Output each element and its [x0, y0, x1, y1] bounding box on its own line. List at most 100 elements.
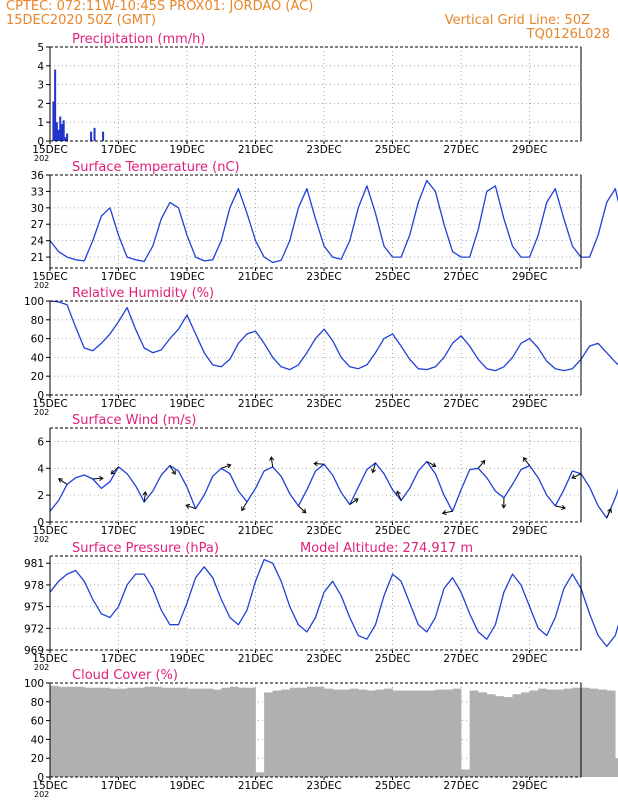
precip-bar	[57, 129, 60, 141]
wind-arrow	[501, 497, 507, 509]
x-tick-label: 19DEC	[169, 653, 204, 665]
cloud-bar	[281, 689, 291, 777]
x-tick-label: 25DEC	[375, 525, 410, 537]
y-tick-label: 20	[31, 371, 44, 383]
cloud-bar	[435, 689, 445, 777]
pres-panel: 969 972 975 978 981 15DEC 17DEC 19DEC 21DEC 23DEC…	[24, 541, 618, 672]
cloud-bar	[538, 688, 548, 777]
y-tick-label: 40	[31, 734, 44, 746]
cloud-bar	[555, 689, 565, 777]
precip-bar	[90, 131, 93, 141]
header-line3-right: TQ0126L028	[526, 27, 610, 42]
precip-bar	[52, 101, 55, 141]
x-tick-label: 25DEC	[375, 271, 410, 283]
x-tick-label: 17DEC	[101, 144, 136, 156]
y-tick-label: 80	[31, 315, 44, 327]
y-tick-label: 1	[37, 117, 44, 129]
y-tick-label: 972	[24, 623, 44, 635]
precip-bar	[54, 69, 57, 141]
cloud-bar	[75, 686, 85, 777]
x-year-label: 202	[34, 408, 49, 417]
cloud-bar	[127, 687, 136, 777]
rh-series-line	[49, 300, 618, 372]
cloud-panel: 0 20 40 60 80 100 15DEC 17DEC 19DEC 21DEC 23DEC 25D…	[24, 668, 618, 799]
x-tick-label: 27DEC	[443, 525, 478, 537]
wind-arrow	[58, 478, 68, 485]
x-tick-label: 17DEC	[101, 525, 136, 537]
x-tick-label: 15DEC	[32, 653, 67, 665]
x-tick-label: 27DEC	[443, 144, 478, 156]
x-tick-label: 27DEC	[443, 653, 478, 665]
x-tick-label: 15DEC	[32, 144, 67, 156]
x-tick-label: 23DEC	[306, 525, 341, 537]
y-tick-label: 0	[37, 772, 44, 784]
wind-arrow	[313, 461, 325, 467]
cloud-bar	[264, 692, 273, 777]
x-tick-label: 27DEC	[443, 398, 478, 410]
x-year-label: 202	[34, 281, 49, 290]
cloud-bar	[101, 687, 111, 777]
cloud-bar	[255, 772, 265, 777]
y-tick-label: 30	[31, 203, 44, 215]
x-tick-label: 19DEC	[169, 271, 204, 283]
x-tick-label: 25DEC	[375, 398, 410, 410]
cloud-bar	[581, 687, 590, 777]
cloud-bar	[298, 687, 308, 777]
wind-arrow	[92, 475, 104, 481]
precip-bar	[93, 127, 96, 141]
wind-arrow	[477, 459, 486, 469]
cloud-bar	[109, 688, 119, 777]
cloud-bar	[324, 688, 333, 777]
cloud-bar	[315, 686, 325, 777]
cloud-bar	[358, 689, 368, 777]
y-tick-label: 24	[31, 236, 45, 248]
wind-arrow	[221, 463, 232, 469]
cloud-bar	[409, 690, 419, 777]
y-tick-label: 33	[31, 186, 44, 198]
y-tick-label: 60	[31, 716, 44, 728]
wind-arrow	[241, 501, 248, 512]
precip-panel: 0 1 2 3 4 5 15DEC 17DEC 19DEC 21DEC 23DEC 25DEC 27DE…	[32, 32, 582, 163]
cloud-bar	[589, 688, 599, 777]
x-tick-label: 27DEC	[443, 780, 478, 792]
wind-arrow	[606, 508, 612, 519]
wind-arrow	[142, 490, 148, 502]
cloud-title: Cloud Cover (%)	[72, 668, 178, 683]
x-tick-label: 17DEC	[101, 398, 136, 410]
wind-series-line	[49, 460, 618, 519]
x-tick-label: 19DEC	[169, 525, 204, 537]
y-tick-label: 27	[31, 219, 44, 231]
cloud-bar	[289, 687, 299, 777]
pres-series-line	[49, 558, 618, 648]
wind-arrow	[441, 510, 453, 516]
x-tick-label: 19DEC	[169, 780, 204, 792]
x-tick-label: 27DEC	[443, 271, 478, 283]
x-tick-label: 25DEC	[375, 144, 410, 156]
y-tick-label: 36	[31, 170, 45, 182]
cloud-bar	[92, 687, 102, 777]
precip-bar	[59, 116, 62, 141]
x-tick-label: 29DEC	[512, 398, 547, 410]
header-line1: CPTEC: 072:11W-10:45S PROX01: JORDAO (AC…	[6, 0, 314, 14]
y-tick-label: 100	[24, 296, 44, 308]
cloud-bar	[401, 690, 411, 777]
x-year-label: 202	[34, 535, 49, 544]
cloud-bar	[50, 685, 59, 777]
x-tick-label: 23DEC	[306, 780, 341, 792]
cloud-bar	[152, 686, 162, 777]
x-tick-label: 21DEC	[238, 525, 273, 537]
x-tick-label: 21DEC	[238, 144, 273, 156]
x-tick-label: 29DEC	[512, 780, 547, 792]
cloud-bar	[529, 690, 539, 777]
cloud-bar	[332, 689, 342, 777]
x-tick-label: 29DEC	[512, 144, 547, 156]
y-tick-label: 0	[37, 390, 44, 402]
x-tick-label: 23DEC	[306, 653, 341, 665]
cloud-bar	[246, 687, 256, 777]
cloud-bar	[598, 689, 607, 777]
wind-arrow	[298, 505, 307, 514]
x-tick-label: 21DEC	[238, 780, 273, 792]
cloud-bar	[67, 686, 76, 777]
cloud-bar	[272, 690, 282, 777]
